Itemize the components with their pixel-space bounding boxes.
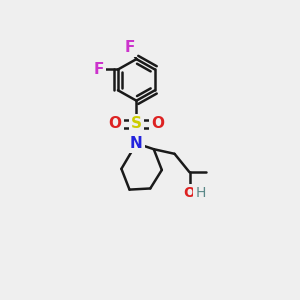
Text: O: O <box>151 116 164 131</box>
Text: N: N <box>130 136 143 151</box>
Text: F: F <box>94 62 104 77</box>
Text: O: O <box>184 186 196 200</box>
Text: F: F <box>124 40 135 55</box>
Text: O: O <box>109 116 122 131</box>
Text: S: S <box>131 116 142 131</box>
Text: H: H <box>196 186 206 200</box>
